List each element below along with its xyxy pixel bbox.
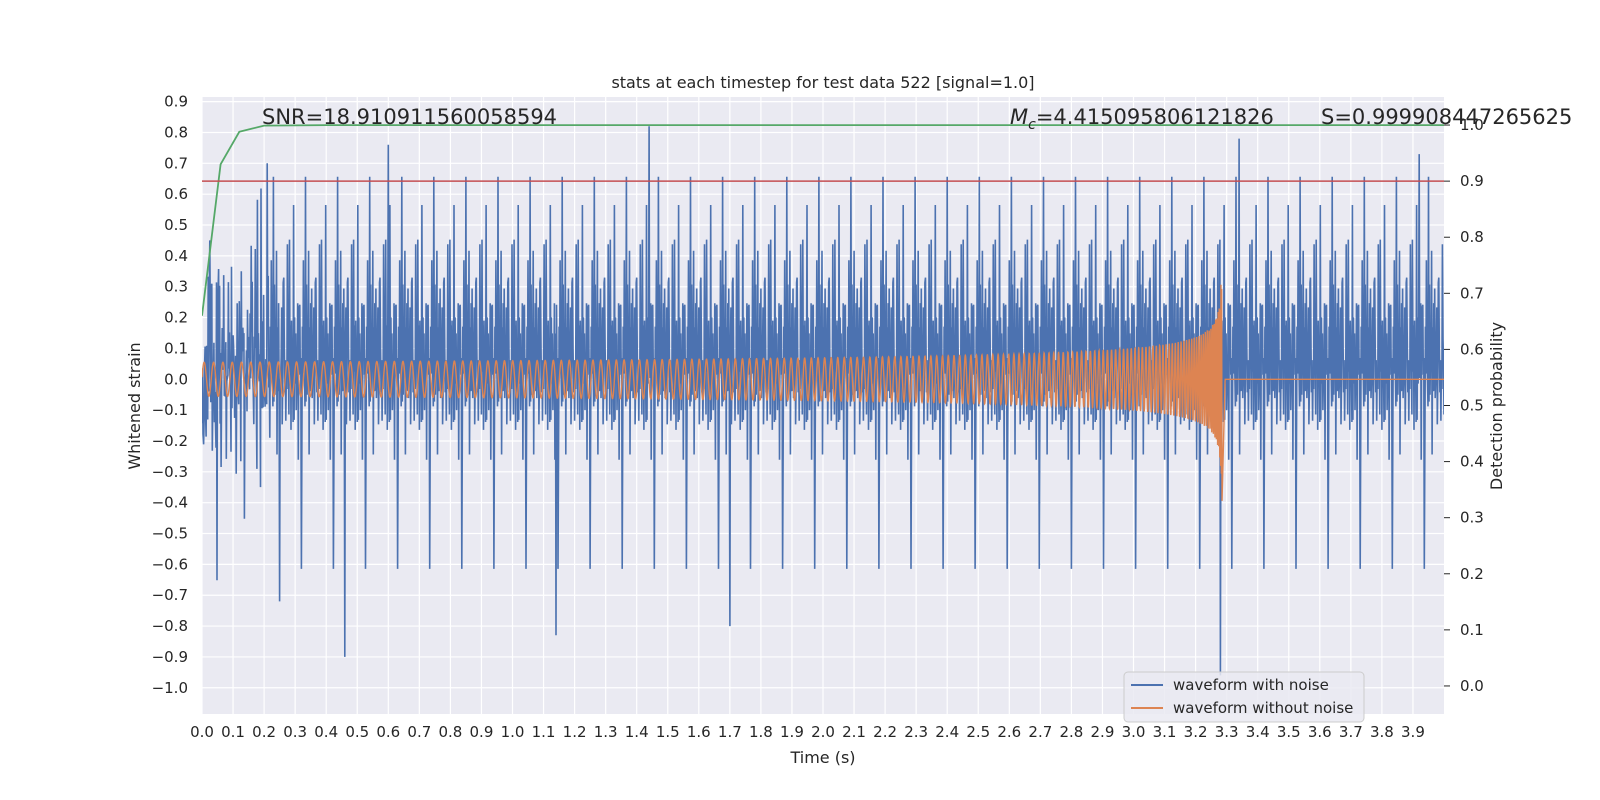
y-axis-label: Whitened strain: [125, 342, 144, 469]
y2-tick-label: 0.9: [1460, 172, 1484, 190]
y-tick-label: −0.2: [152, 432, 188, 450]
x-tick-label: 2.5: [966, 723, 990, 741]
y2-tick-label: 0.2: [1460, 565, 1484, 583]
x-tick-label: 2.1: [842, 723, 866, 741]
x-tick-label: 3.7: [1339, 723, 1363, 741]
x-axis-label: Time (s): [789, 748, 855, 767]
x-tick-label: 2.0: [811, 723, 835, 741]
y2-tick-label: 0.7: [1460, 284, 1484, 302]
y-tick-label: −0.8: [152, 617, 188, 635]
y-tick-label: −0.1: [152, 401, 188, 419]
y-tick-label: 0.3: [164, 278, 188, 296]
y-tick-label: −0.9: [152, 648, 188, 666]
score-annotation: S=0.999908447265625: [1321, 105, 1572, 129]
y-tick-label: −0.5: [152, 525, 188, 543]
series-detection-probability: [202, 124, 1444, 316]
series-waveform-without-noise: [202, 284, 1444, 501]
legend-label-noise: waveform with noise: [1173, 676, 1329, 694]
y-tick-label: −0.3: [152, 463, 188, 481]
x-tick-label: 2.7: [1028, 723, 1052, 741]
x-tick-label: 3.1: [1153, 723, 1177, 741]
y2-tick-label: 0.1: [1460, 621, 1484, 639]
x-tick-label: 1.3: [594, 723, 618, 741]
x-tick-label: 3.8: [1370, 723, 1394, 741]
x-tick-label: 1.7: [718, 723, 742, 741]
x-tick-label: 1.6: [687, 723, 711, 741]
x-tick-label: 2.3: [904, 723, 928, 741]
y-tick-label: 0.8: [164, 123, 188, 141]
legend-box: [1123, 671, 1365, 723]
x-tick-label: 3.0: [1122, 723, 1146, 741]
x-tick-label: 3.6: [1308, 723, 1332, 741]
y-tick-label: −1.0: [152, 679, 188, 697]
x-tick-label: 0.5: [345, 723, 369, 741]
y-tick-label: 0.1: [164, 339, 188, 357]
y2-tick-label: 0.0: [1460, 677, 1484, 695]
legend: waveform with noise waveform without noi…: [1123, 671, 1365, 723]
x-tick-label: 0.1: [221, 723, 245, 741]
x-tick-label: 3.9: [1401, 723, 1425, 741]
x-tick-label: 3.3: [1215, 723, 1239, 741]
y-tick-label: 0.7: [164, 154, 188, 172]
y2-tick-label: 0.8: [1460, 228, 1484, 246]
x-tick-label: 1.0: [501, 723, 525, 741]
x-tick-label: 3.4: [1246, 723, 1270, 741]
y2-tick-label: 0.4: [1460, 453, 1484, 471]
series-layer: [202, 124, 1444, 676]
x-tick-label: 0.3: [283, 723, 307, 741]
y-tick-labels: 0.9 0.8 0.7 0.6 0.5 0.4 0.3 0.2 0.1 0.0 −0.1 −0.2 −0…: [152, 93, 188, 697]
x-tick-label: 2.4: [935, 723, 959, 741]
x-tick-label: 2.6: [997, 723, 1021, 741]
y-tick-label: 0.9: [164, 93, 188, 111]
x-tick-label: 1.1: [532, 723, 556, 741]
x-tick-label: 0.7: [407, 723, 431, 741]
x-tick-label: 0.0: [190, 723, 214, 741]
chirp-mass-value: =4.415095806121826: [1036, 105, 1274, 129]
x-tick-label: 1.8: [749, 723, 773, 741]
y2-tick-label: 0.6: [1460, 340, 1484, 358]
y2-axis-label: Detection probability: [1487, 322, 1506, 490]
x-tick-label: 0.8: [438, 723, 462, 741]
x-tick-label: 0.2: [252, 723, 276, 741]
x-tick-label: 2.9: [1091, 723, 1115, 741]
chirp-mass-subscript: c: [1028, 117, 1036, 133]
y2-tick-label: 0.3: [1460, 509, 1484, 527]
y-tick-label: 0.6: [164, 185, 188, 203]
y-tick-label: 0.4: [164, 247, 188, 265]
y-tick-label: −0.7: [152, 586, 188, 604]
x-tick-label: 0.9: [470, 723, 494, 741]
chirp-mass-annotation: Mc=4.415095806121826: [1010, 105, 1274, 133]
chirp-mass-symbol: M: [1010, 105, 1028, 129]
y-tick-label: 0.0: [164, 370, 188, 388]
x-tick-label: 0.6: [376, 723, 400, 741]
x-tick-label: 2.2: [873, 723, 897, 741]
y2-tick-label: 0.5: [1460, 397, 1484, 415]
x-tick-labels: 0.0 0.1 0.2 0.3 0.4 0.5 0.6 0.7 0.8 0.9 1.0 1.1 1.2 1…: [190, 723, 1425, 741]
x-tick-label: 1.9: [780, 723, 804, 741]
x-tick-label: 3.2: [1184, 723, 1208, 741]
x-tick-label: 3.5: [1277, 723, 1301, 741]
y-tick-label: −0.4: [152, 494, 188, 512]
snr-annotation: SNR=18.910911560058594: [262, 105, 557, 129]
x-tick-label: 2.8: [1059, 723, 1083, 741]
chart-title: stats at each timestep for test data 522…: [611, 73, 1034, 92]
y-tick-label: −0.6: [152, 555, 188, 573]
y2-tick-labels: 1.0 0.9 0.8 0.7 0.6 0.5 0.4 0.3 0.2 0.1 0.0: [1444, 116, 1484, 695]
x-tick-label: 1.5: [656, 723, 680, 741]
y2-tick-label: 1.0: [1460, 116, 1484, 134]
x-tick-label: 1.2: [563, 723, 587, 741]
legend-label-clean: waveform without noise: [1173, 699, 1353, 717]
x-tick-label: 0.4: [314, 723, 338, 741]
x-tick-label: 1.4: [625, 723, 649, 741]
y-tick-label: 0.2: [164, 309, 188, 327]
y-tick-label: 0.5: [164, 216, 188, 234]
